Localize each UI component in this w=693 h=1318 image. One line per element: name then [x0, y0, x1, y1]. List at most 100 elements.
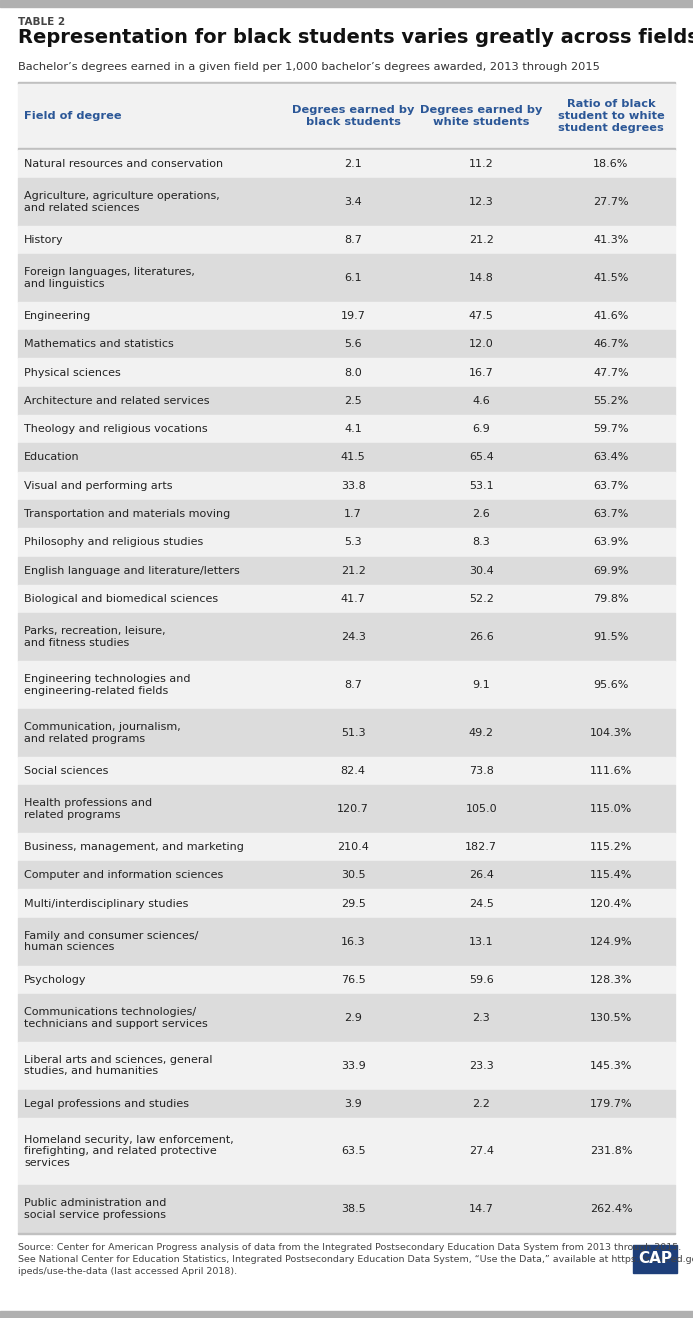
- Text: 262.4%: 262.4%: [590, 1205, 632, 1214]
- Text: Field of degree: Field of degree: [24, 111, 122, 121]
- Text: Psychology: Psychology: [24, 975, 87, 985]
- Text: CAP: CAP: [638, 1252, 672, 1267]
- Text: 104.3%: 104.3%: [590, 728, 632, 738]
- Text: 2.3: 2.3: [473, 1012, 490, 1023]
- Text: Degrees earned by
black students: Degrees earned by black students: [292, 105, 414, 127]
- Text: Physical sciences: Physical sciences: [24, 368, 121, 377]
- Text: TABLE 2: TABLE 2: [18, 17, 65, 26]
- Text: 120.4%: 120.4%: [590, 899, 632, 908]
- Text: 115.4%: 115.4%: [590, 870, 632, 880]
- Text: 24.5: 24.5: [468, 899, 493, 908]
- Bar: [18, 148, 675, 149]
- Text: 23.3: 23.3: [468, 1061, 493, 1070]
- Bar: [18, 500, 675, 529]
- Text: 115.0%: 115.0%: [590, 804, 632, 815]
- Text: See National Center for Education Statistics, Integrated Postsecondary Education: See National Center for Education Statis…: [18, 1255, 693, 1264]
- Bar: [18, 917, 675, 966]
- Text: History: History: [24, 235, 64, 245]
- Text: 128.3%: 128.3%: [590, 975, 632, 985]
- Text: 59.7%: 59.7%: [593, 424, 629, 434]
- Bar: [0, 1311, 693, 1318]
- Text: Multi/interdisciplinary studies: Multi/interdisciplinary studies: [24, 899, 188, 908]
- Text: 41.7: 41.7: [341, 594, 365, 604]
- Text: 12.0: 12.0: [468, 339, 493, 349]
- Text: 41.3%: 41.3%: [593, 235, 629, 245]
- Bar: [633, 1246, 677, 1273]
- Text: Social sciences: Social sciences: [24, 766, 108, 776]
- Text: Legal professions and studies: Legal professions and studies: [24, 1099, 189, 1108]
- Text: 91.5%: 91.5%: [593, 633, 629, 642]
- Bar: [18, 149, 675, 178]
- Text: Engineering technologies and
engineering-related fields: Engineering technologies and engineering…: [24, 673, 191, 696]
- Text: 2.1: 2.1: [344, 158, 362, 169]
- Text: 27.7%: 27.7%: [593, 196, 629, 207]
- Bar: [18, 82, 675, 83]
- Text: 26.6: 26.6: [468, 633, 493, 642]
- Bar: [18, 585, 675, 613]
- Text: Representation for black students varies greatly across fields: Representation for black students varies…: [18, 28, 693, 47]
- Bar: [18, 472, 675, 500]
- Text: Foreign languages, literatures,
and linguistics: Foreign languages, literatures, and ling…: [24, 268, 195, 289]
- Text: Family and consumer sciences/
human sciences: Family and consumer sciences/ human scie…: [24, 931, 198, 953]
- Bar: [18, 709, 675, 757]
- Text: 14.8: 14.8: [468, 273, 493, 283]
- Bar: [18, 386, 675, 415]
- Bar: [0, 0, 693, 7]
- Text: 231.8%: 231.8%: [590, 1147, 632, 1156]
- Text: 16.7: 16.7: [468, 368, 493, 377]
- Text: Source: Center for American Progress analysis of data from the Integrated Postse: Source: Center for American Progress ana…: [18, 1243, 681, 1252]
- Text: Communications technologies/
technicians and support services: Communications technologies/ technicians…: [24, 1007, 208, 1028]
- Text: 47.7%: 47.7%: [593, 368, 629, 377]
- Text: 6.1: 6.1: [344, 273, 362, 283]
- Text: Architecture and related services: Architecture and related services: [24, 395, 209, 406]
- Text: 210.4: 210.4: [337, 842, 369, 851]
- Text: 49.2: 49.2: [468, 728, 493, 738]
- Text: 59.6: 59.6: [468, 975, 493, 985]
- Text: 30.4: 30.4: [468, 565, 493, 576]
- Text: Homeland security, law enforcement,
firefighting, and related protective
service: Homeland security, law enforcement, fire…: [24, 1135, 234, 1168]
- Text: 5.3: 5.3: [344, 538, 362, 547]
- Text: 130.5%: 130.5%: [590, 1012, 632, 1023]
- Text: Theology and religious vocations: Theology and religious vocations: [24, 424, 208, 434]
- Bar: [18, 662, 675, 709]
- Text: 29.5: 29.5: [341, 899, 365, 908]
- Bar: [18, 529, 675, 556]
- Text: Agriculture, agriculture operations,
and related sciences: Agriculture, agriculture operations, and…: [24, 191, 220, 212]
- Text: 55.2%: 55.2%: [593, 395, 629, 406]
- Bar: [18, 178, 675, 225]
- Text: 3.4: 3.4: [344, 196, 362, 207]
- Text: Biological and biomedical sciences: Biological and biomedical sciences: [24, 594, 218, 604]
- Text: 4.1: 4.1: [344, 424, 362, 434]
- Text: 63.7%: 63.7%: [593, 509, 629, 519]
- Text: 14.7: 14.7: [468, 1205, 493, 1214]
- Text: 12.3: 12.3: [468, 196, 493, 207]
- Text: 179.7%: 179.7%: [590, 1099, 632, 1108]
- Text: 24.3: 24.3: [341, 633, 365, 642]
- Text: Mathematics and statistics: Mathematics and statistics: [24, 339, 174, 349]
- Text: Transportation and materials moving: Transportation and materials moving: [24, 509, 230, 519]
- Bar: [18, 757, 675, 786]
- Bar: [18, 330, 675, 358]
- Text: 53.1: 53.1: [469, 481, 493, 490]
- Text: 2.9: 2.9: [344, 1012, 362, 1023]
- Text: 3.9: 3.9: [344, 1099, 362, 1108]
- Text: 46.7%: 46.7%: [593, 339, 629, 349]
- Text: 51.3: 51.3: [341, 728, 365, 738]
- Text: 182.7: 182.7: [465, 842, 497, 851]
- Bar: [18, 443, 675, 472]
- Text: 19.7: 19.7: [341, 311, 365, 320]
- Text: 124.9%: 124.9%: [590, 937, 632, 946]
- Bar: [18, 1118, 675, 1185]
- Text: 30.5: 30.5: [341, 870, 365, 880]
- Text: 41.6%: 41.6%: [593, 311, 629, 320]
- Text: 79.8%: 79.8%: [593, 594, 629, 604]
- Text: English language and literature/letters: English language and literature/letters: [24, 565, 240, 576]
- Text: 8.0: 8.0: [344, 368, 362, 377]
- Bar: [18, 358, 675, 386]
- Text: 2.2: 2.2: [472, 1099, 490, 1108]
- Text: 63.9%: 63.9%: [593, 538, 629, 547]
- Bar: [18, 1041, 675, 1090]
- Bar: [18, 613, 675, 662]
- Text: 69.9%: 69.9%: [593, 565, 629, 576]
- Text: 18.6%: 18.6%: [593, 158, 629, 169]
